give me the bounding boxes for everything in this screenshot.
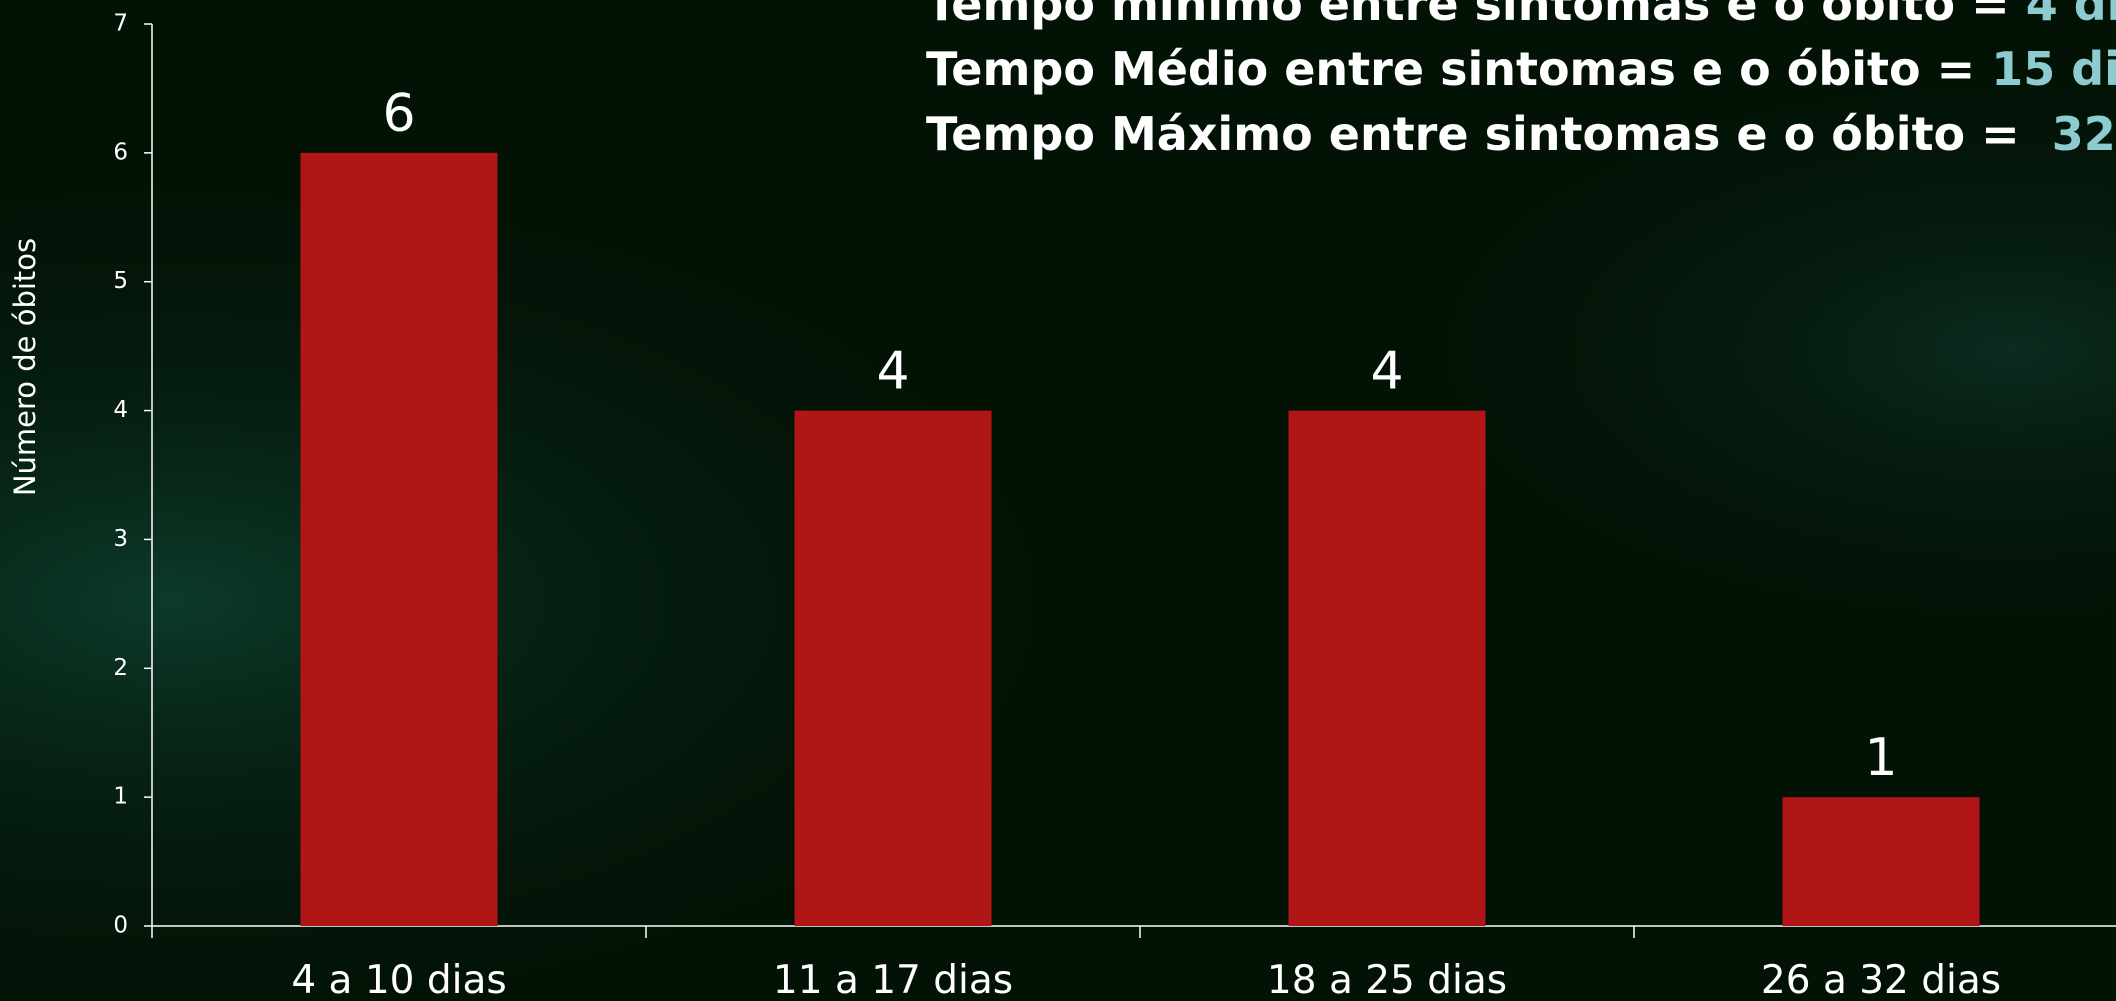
- annotation-text: Tempo Máximo entre sintomas e o óbito =: [926, 107, 2052, 161]
- annotation-text: Tempo Médio entre sintomas e o óbito =: [926, 42, 1991, 96]
- y-tick-label: 4: [113, 397, 128, 423]
- y-axis-label: Número de óbitos: [8, 238, 42, 496]
- y-tick-label: 5: [113, 268, 128, 294]
- annotation: Tempo mínimo entre sintomas e o óbito = …: [926, 0, 2116, 31]
- annotation: Tempo Médio entre sintomas e o óbito = 1…: [926, 42, 2116, 96]
- annotation-value: 4 dias: [2026, 0, 2116, 31]
- value-label: 1: [1864, 728, 1897, 788]
- x-tick-label: 4 a 10 dias: [291, 958, 506, 1001]
- x-tick-label: 11 a 17 dias: [773, 958, 1013, 1001]
- bar: [1782, 797, 1980, 926]
- bar: [794, 410, 992, 927]
- y-tick-label: 3: [113, 526, 128, 552]
- annotation-value: 15 dias: [1991, 42, 2116, 96]
- x-tick-label: 26 a 32 dias: [1761, 958, 2001, 1001]
- value-label: 4: [1370, 342, 1403, 402]
- y-tick-label: 7: [113, 11, 128, 37]
- y-tick-label: 6: [113, 139, 128, 165]
- annotation-text: Tempo mínimo entre sintomas e o óbito =: [926, 0, 2026, 31]
- bar: [300, 152, 498, 926]
- annotation: Tempo Máximo entre sintomas e o óbito = …: [926, 107, 2116, 161]
- bar: [1288, 410, 1486, 927]
- x-tick-label: 18 a 25 dias: [1267, 958, 1507, 1001]
- y-tick-label: 1: [113, 784, 128, 810]
- y-tick-label: 0: [113, 913, 128, 939]
- y-tick-label: 2: [113, 655, 128, 681]
- value-label: 6: [382, 84, 415, 144]
- annotation-value: 32 dias: [2052, 107, 2116, 161]
- value-label: 4: [876, 342, 909, 402]
